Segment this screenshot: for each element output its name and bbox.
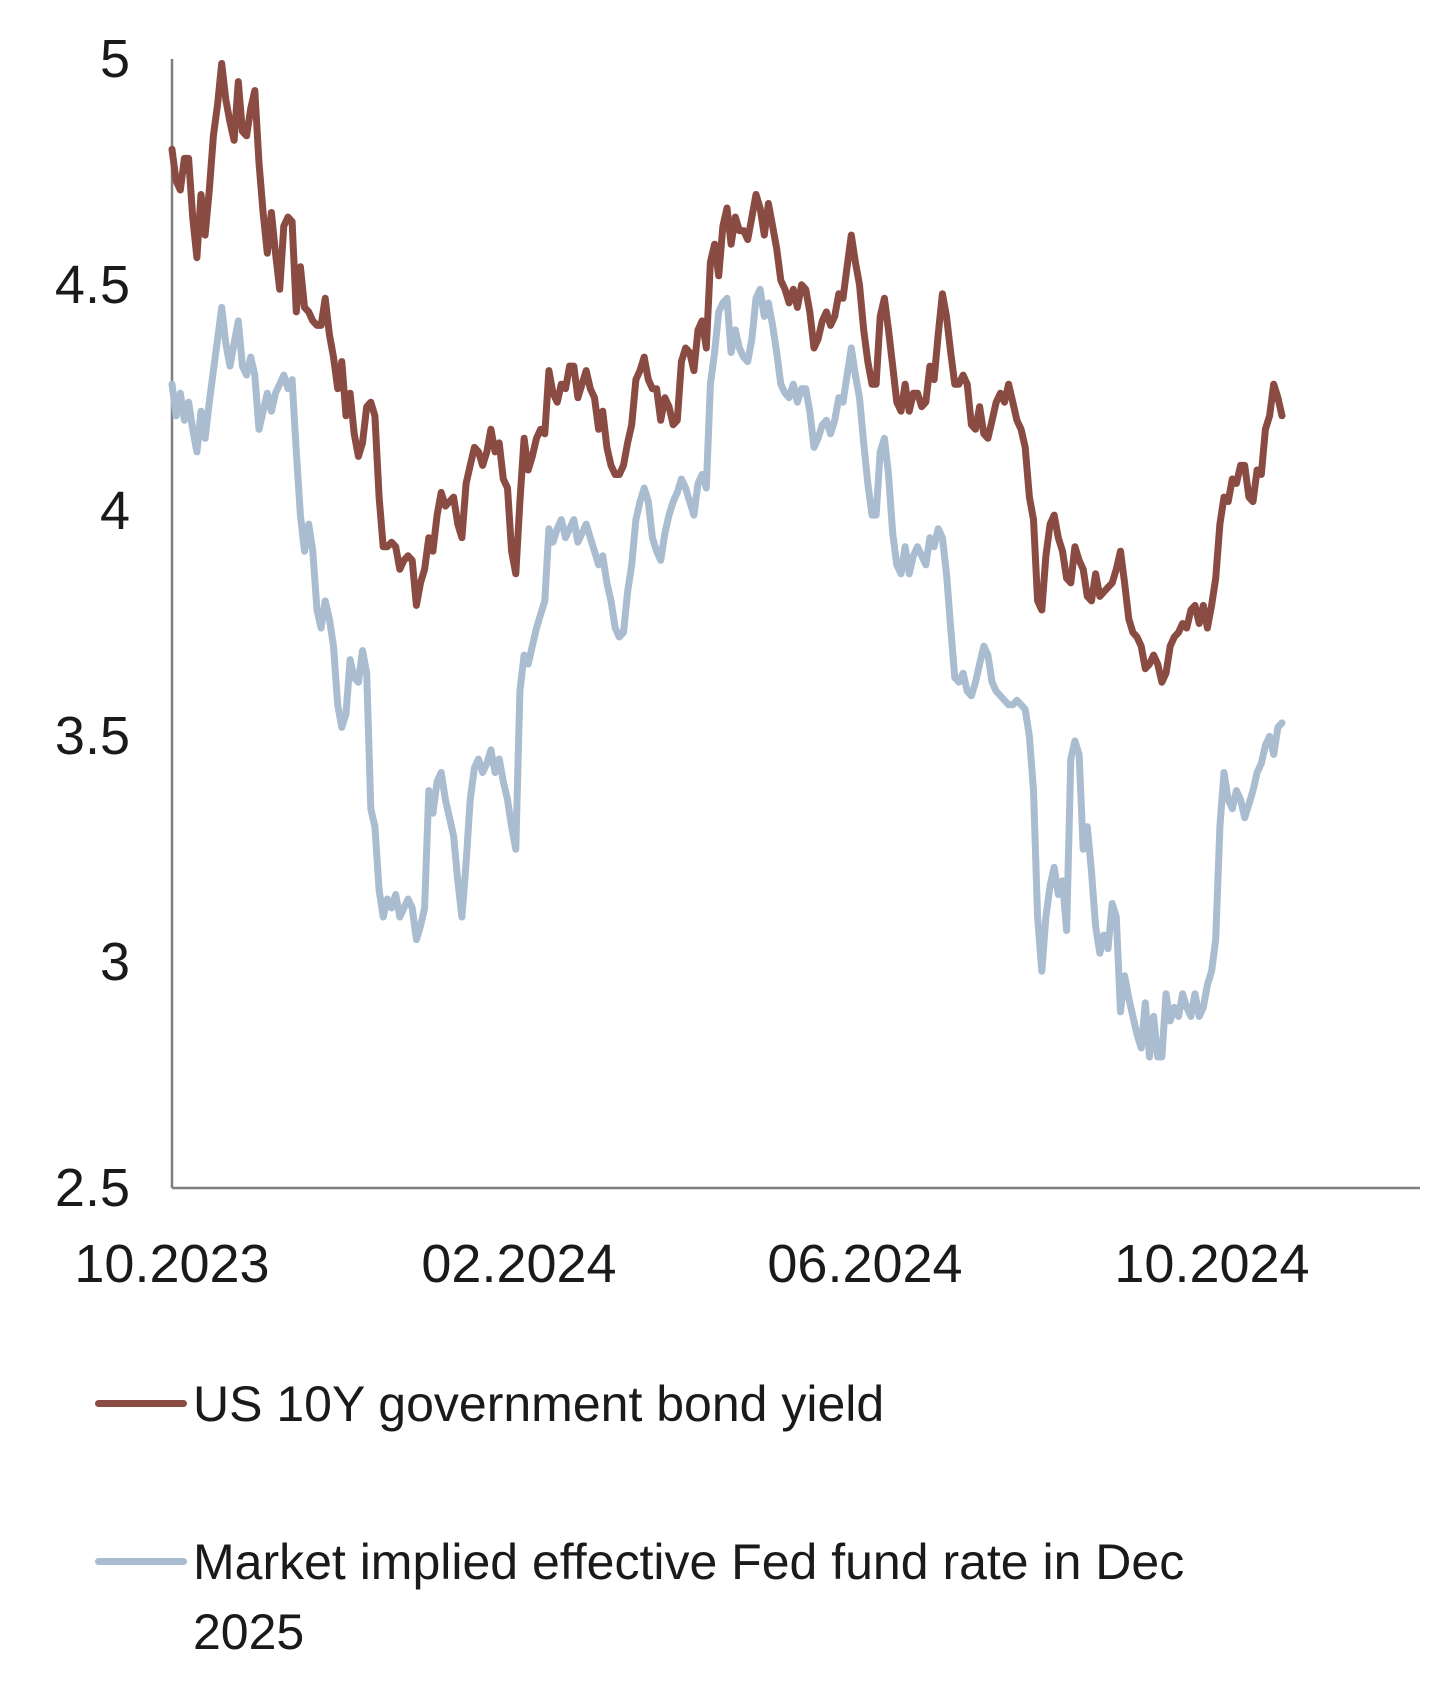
legend-label-0: US 10Y government bond yield xyxy=(193,1376,885,1432)
y-tick-4-5: 4.5 xyxy=(54,254,130,315)
legend-item-fed-fund-rate: Market implied effective Fed fund rate i… xyxy=(95,1527,1203,1667)
y-tick-3-5: 3.5 xyxy=(54,706,130,767)
x-tick-06-2024: 06.2024 xyxy=(767,1234,963,1294)
y-tick-3: 3 xyxy=(99,932,130,993)
x-tick-10-2024: 10.2024 xyxy=(1114,1234,1310,1294)
series-line-1 xyxy=(168,285,1286,1061)
x-tick-02-2024: 02.2024 xyxy=(421,1234,617,1294)
legend-label-1: Market implied effective Fed fund rate i… xyxy=(193,1534,1185,1660)
y-tick-4: 4 xyxy=(99,480,130,541)
legend-swatch-0 xyxy=(95,1400,187,1407)
y-tick-2-5: 2.5 xyxy=(54,1158,130,1218)
series-line-0 xyxy=(168,60,1286,686)
legend-swatch-1 xyxy=(95,1558,187,1565)
legend-item-bond-yield: US 10Y government bond yield xyxy=(95,1369,884,1439)
x-tick-10-2023: 10.2023 xyxy=(74,1234,270,1294)
y-tick-5: 5 xyxy=(99,29,130,89)
